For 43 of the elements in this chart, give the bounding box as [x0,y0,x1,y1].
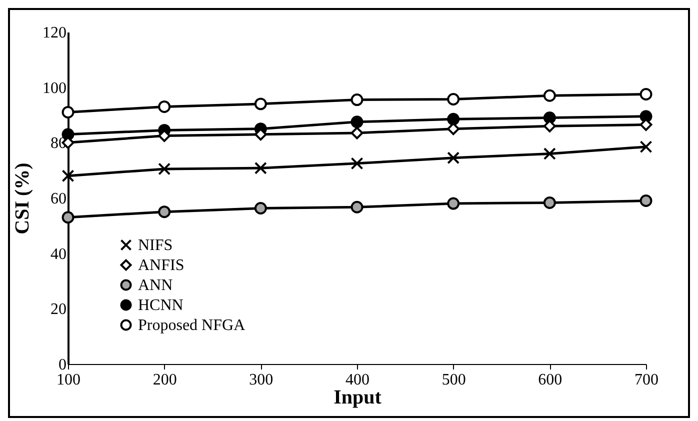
y-tick-label: 0 [58,356,66,374]
point [158,206,171,218]
point [640,194,652,207]
legend-label: Proposed NFGA [138,317,246,334]
y-axis-title: CSI (%) [12,162,34,234]
point [543,196,556,209]
y-tick-label: 60 [50,190,66,208]
point [447,152,460,164]
point [158,100,171,113]
x-tick-label: 300 [249,372,274,388]
point [350,200,364,214]
point [350,94,364,106]
point [447,112,460,126]
point [158,162,171,176]
point [447,197,460,210]
point [62,170,74,182]
point [350,157,364,170]
x-axis-title: Input [334,386,382,408]
point [62,106,74,118]
x-tick-label: 400 [346,372,370,388]
legend-label: HCNN [138,297,184,314]
y-tick-label: 100 [42,80,66,97]
point [350,126,364,140]
y-tick-label: 120 [42,24,66,42]
point [254,98,267,110]
y-tick-label: 20 [50,301,66,318]
x-tick-label: 600 [538,372,562,388]
x-tick-label: 700 [634,372,658,388]
point [447,92,460,106]
legend-label: NIFS [138,237,173,254]
point [640,140,652,154]
legend-label: ANN [138,277,174,294]
x-tick-label: 500 [442,372,466,388]
point [254,202,267,214]
point [254,162,267,174]
point [62,211,74,224]
point [350,116,364,128]
point [640,88,652,100]
point [543,89,556,102]
legend-label: ANFIS [138,257,184,274]
point [543,147,556,160]
x-tick-label: 200 [152,372,177,388]
y-tick-label: 40 [50,246,66,263]
